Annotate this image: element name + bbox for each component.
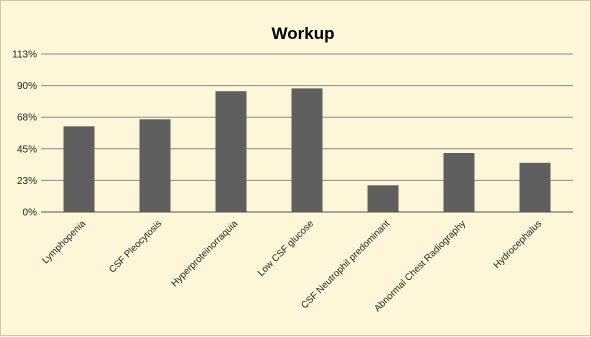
bar [291,88,323,212]
y-tick-label: 0% [23,208,38,219]
bars [63,88,551,212]
bar [139,119,171,212]
bar [519,162,551,212]
x-tick-label: CSF Neutrophil predominant [299,218,392,311]
x-tick-label: Lymphopenia [40,218,88,266]
x-tick-label: Abnormal Chest Radiography [372,218,468,314]
y-axis-ticks: 0% 23% 45% 68% 90% 113% [12,50,37,219]
bar [443,153,475,212]
chart-title: Workup [272,24,335,43]
y-tick-label: 45% [17,144,37,155]
bar [215,91,247,212]
x-tick-label: Low CSF glucose [256,218,316,278]
bar [63,126,95,212]
y-tick-label: 90% [17,81,37,92]
y-tick-label: 68% [17,113,37,124]
x-tick-label: Hyperproteinorraquia [169,218,240,289]
y-tick-label: 113% [12,50,37,61]
x-tick-label: Hydrocephalus [492,218,545,271]
x-tick-label: CSF Pleocytosis [107,218,164,275]
bar [367,185,399,212]
x-axis-labels: Lymphopenia CSF Pleocytosis Hyperproteinor… [40,218,544,314]
y-tick-label: 23% [17,176,37,187]
